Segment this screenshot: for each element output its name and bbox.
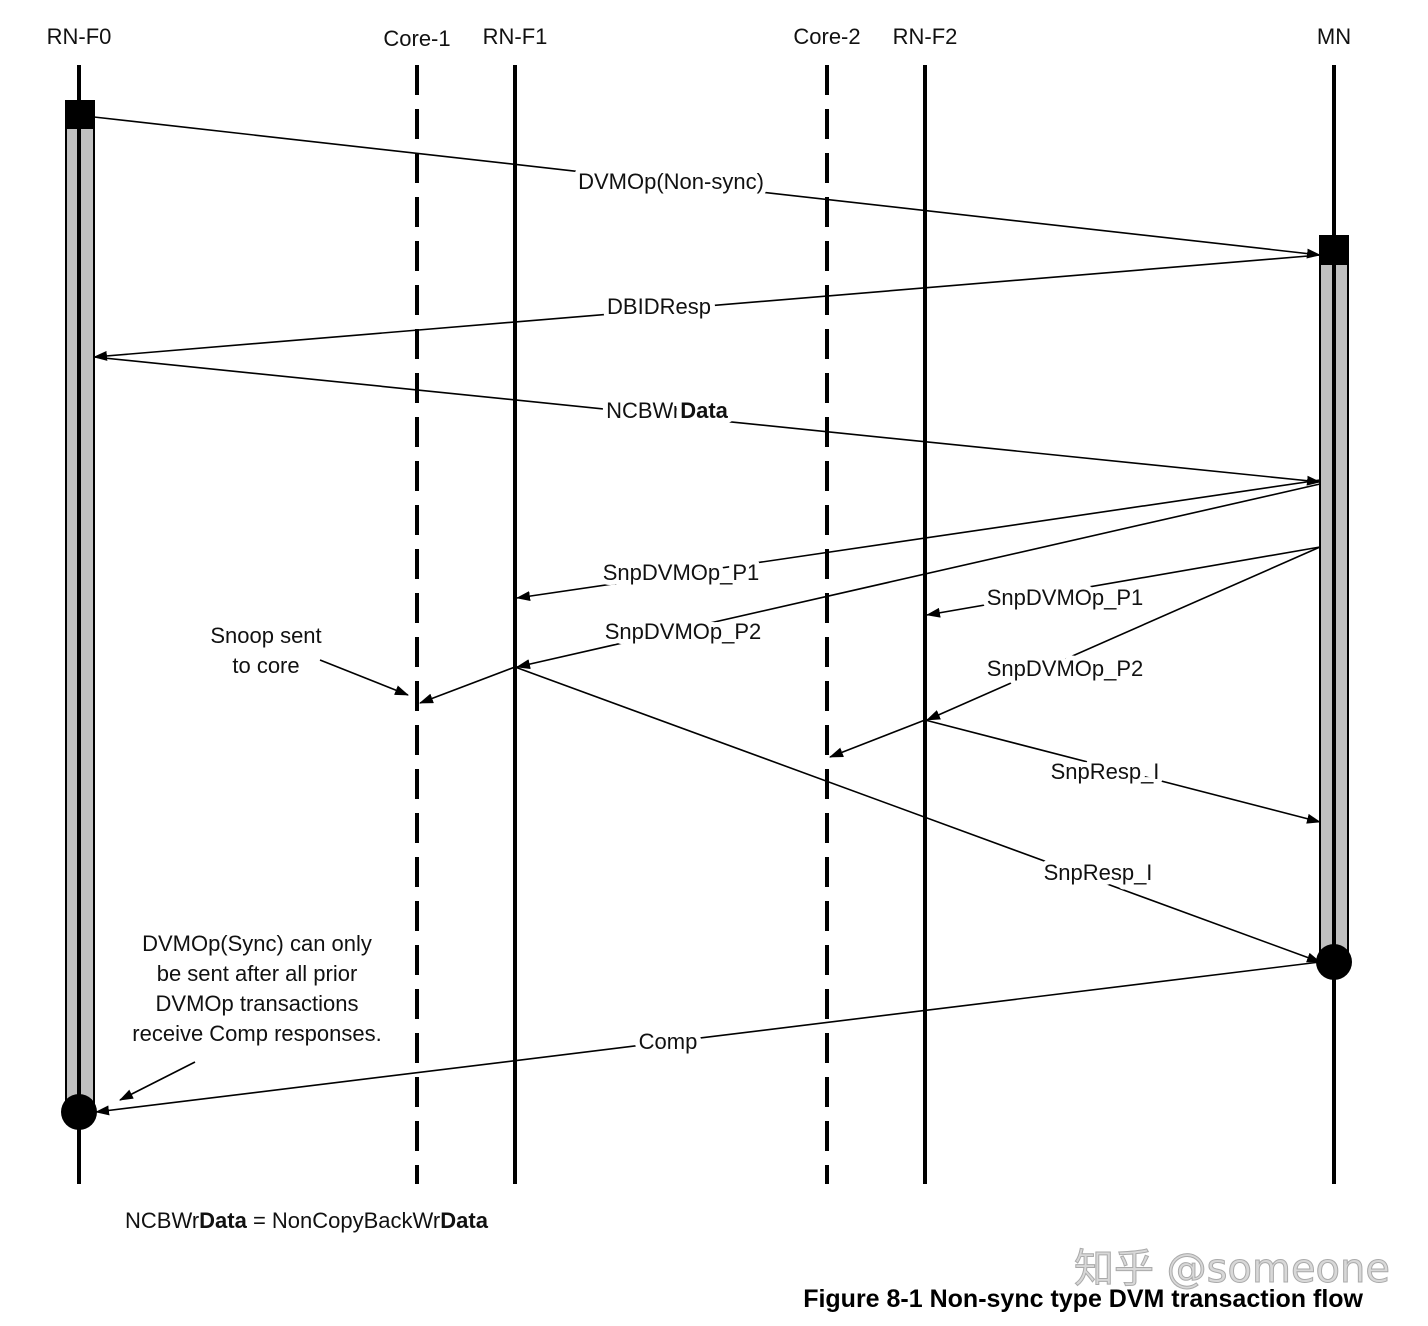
lifeline-label-rn-f0: RN-F0 bbox=[47, 24, 112, 49]
arrow-snp-p2-rn-f2 bbox=[926, 546, 1321, 721]
label-snp-p1-rn-f1: SnpDVMOp_P1 bbox=[603, 560, 760, 585]
arrow-snp-p1-rn-f2 bbox=[926, 546, 1321, 618]
label-dvmop-nonsync: DVMOp(Non-sync) bbox=[578, 169, 764, 194]
svg-text:to core: to core bbox=[232, 653, 299, 678]
label-snp-p1-rn-f2: SnpDVMOp_P1 bbox=[987, 585, 1144, 610]
note-dvmop-sync: DVMOp(Sync) can only be sent after all p… bbox=[119, 931, 382, 1101]
figure-caption: Figure 8-1 Non-sync type DVM transaction… bbox=[803, 1285, 1363, 1313]
svg-text:receive Comp responses.: receive Comp responses. bbox=[132, 1021, 381, 1046]
arrow-comp bbox=[95, 961, 1321, 1116]
label-comp: Comp bbox=[639, 1029, 698, 1054]
svg-text:DVMOp transactions: DVMOp transactions bbox=[156, 991, 359, 1016]
label-ncbwrdata: NCBWrData bbox=[606, 398, 729, 423]
arrow-dbidresp bbox=[93, 254, 1321, 361]
arrow-snp-p1-rn-f1 bbox=[516, 479, 1321, 602]
label-snpresp-rn-f1: SnpResp_I bbox=[1044, 860, 1153, 885]
arrow-snoop-to-core-1 bbox=[419, 666, 516, 704]
arrow-dvmop-nonsync bbox=[93, 116, 1321, 259]
lifeline-label-rn-f1: RN-F1 bbox=[483, 24, 548, 49]
svg-text:Snoop sent: Snoop sent bbox=[210, 623, 321, 648]
arrow-ncbwrdata bbox=[93, 356, 1321, 486]
lifeline-label-core-1: Core-1 bbox=[383, 26, 450, 51]
arrow-snp-p2-rn-f1 bbox=[516, 483, 1321, 669]
footnote: NCBWrData = NonCopyBackWrData bbox=[125, 1208, 489, 1233]
note-snoop-sent: Snoop sent to core bbox=[210, 623, 409, 696]
label-snp-p2-rn-f1: SnpDVMOp_P2 bbox=[605, 619, 762, 644]
label-snpresp-rn-f2: SnpResp_I bbox=[1051, 759, 1160, 784]
lifeline-label-core-2: Core-2 bbox=[793, 24, 860, 49]
lifeline-label-rn-f2: RN-F2 bbox=[893, 24, 958, 49]
svg-text:be sent after all prior: be sent after all prior bbox=[157, 961, 358, 986]
arrow-snpresp-rn-f2 bbox=[924, 719, 1321, 824]
lifeline-label-mn: MN bbox=[1317, 24, 1351, 49]
activation-rn-f0 bbox=[61, 100, 97, 1130]
svg-text:DVMOp(Sync) can only: DVMOp(Sync) can only bbox=[142, 931, 372, 956]
label-snp-p2-rn-f2: SnpDVMOp_P2 bbox=[987, 656, 1144, 681]
arrow-snpresp-rn-f1 bbox=[514, 666, 1321, 963]
label-dbidresp: DBIDResp bbox=[607, 294, 711, 319]
arrow-snoop-to-core-2 bbox=[829, 719, 926, 758]
activation-mn bbox=[1316, 235, 1352, 980]
watermark: 知乎 @someone bbox=[1074, 1246, 1390, 1292]
